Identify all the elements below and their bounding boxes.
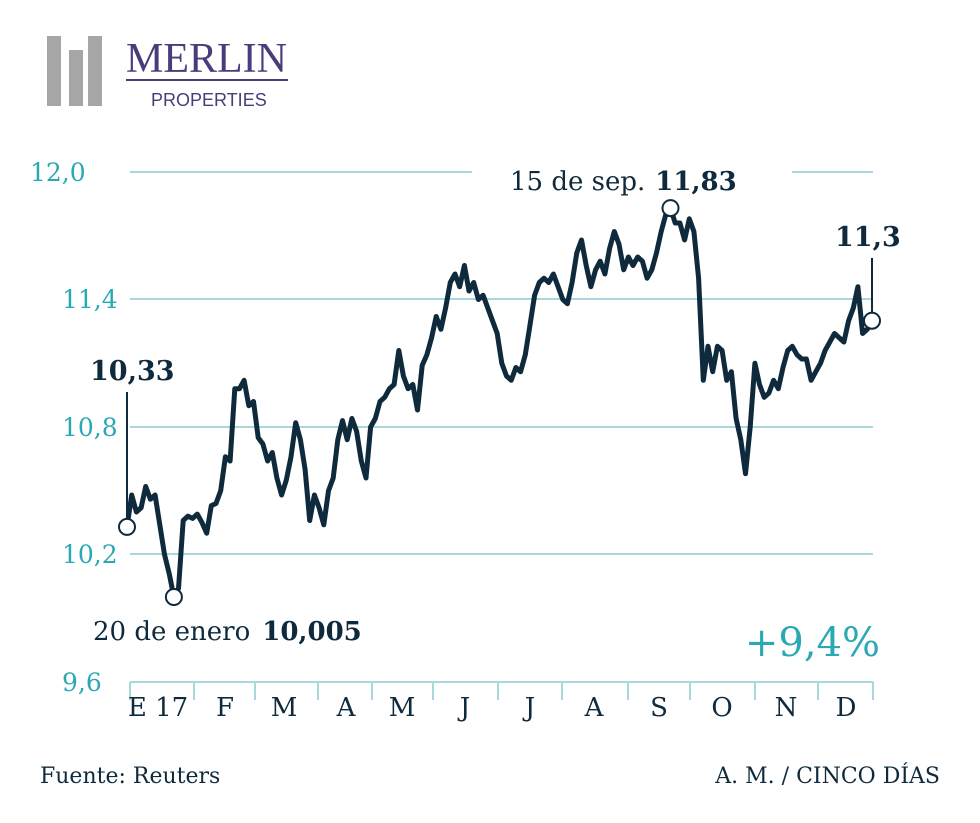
month-label: E 17 xyxy=(128,693,188,723)
start-value-label: 10,33 xyxy=(90,356,175,387)
month-label: D xyxy=(836,693,857,723)
max-date-label: 15 de sep. xyxy=(510,167,645,197)
merlin-logo: MERLIN PROPERTIES xyxy=(47,36,288,110)
month-label: J xyxy=(457,693,470,723)
source-label: Fuente: Reuters xyxy=(40,764,221,789)
logo-bar-2 xyxy=(69,50,83,106)
month-label: M xyxy=(389,693,416,723)
min-annotation: 20 de enero 10,005 xyxy=(93,617,362,647)
month-label: M xyxy=(271,693,298,723)
y-tick-label: 11,4 xyxy=(62,285,118,314)
gridlines xyxy=(130,171,873,683)
end-marker xyxy=(863,311,881,330)
month-label: A xyxy=(584,693,605,723)
month-label: O xyxy=(711,693,732,723)
max-annotation: 15 de sep. 11,83 xyxy=(510,167,737,197)
start-marker xyxy=(118,517,136,536)
y-axis-labels: 12,0 11,4 10,8 10,2 9,6 xyxy=(30,158,118,697)
logo-name: MERLIN xyxy=(126,36,287,82)
month-label: N xyxy=(775,693,798,723)
min-marker xyxy=(164,588,183,606)
x-axis-ticks xyxy=(129,682,874,700)
y-tick-label: 10,2 xyxy=(62,540,118,569)
credit-label: A. M. / CINCO DÍAS xyxy=(715,764,940,789)
y-tick-label: 10,8 xyxy=(62,413,118,442)
logo-bar-1 xyxy=(47,36,61,106)
min-value-label: 10,005 xyxy=(262,617,362,647)
max-marker xyxy=(661,199,680,218)
month-label: J xyxy=(522,693,535,723)
x-axis-labels: E 17 F M A M J J A S O N D xyxy=(128,693,857,723)
min-date-label: 20 de enero xyxy=(93,617,250,647)
max-value-label: 11,83 xyxy=(655,167,736,197)
logo-bar-3 xyxy=(88,36,102,106)
month-label: A xyxy=(336,693,357,723)
end-value-label: 11,3 xyxy=(835,222,901,253)
month-label: F xyxy=(216,693,234,723)
y-tick-label: 9,6 xyxy=(62,668,102,697)
price-series-line xyxy=(124,205,875,600)
change-percentage: +9,4% xyxy=(745,620,880,666)
y-tick-label: 12,0 xyxy=(30,158,86,187)
logo-subtitle: PROPERTIES xyxy=(151,90,267,110)
month-label: S xyxy=(650,693,668,723)
